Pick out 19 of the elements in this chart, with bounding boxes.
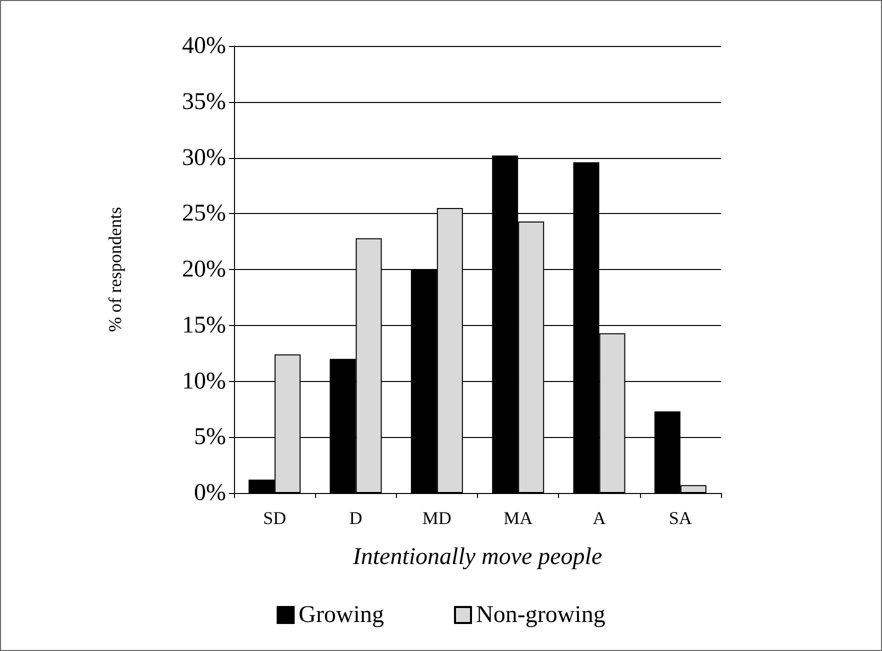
y-axis-title: % of respondents [105, 207, 125, 332]
y-tick-label: 25% [182, 200, 226, 227]
y-tick-label: 20% [182, 256, 226, 282]
legend-label: Non-growing [476, 602, 606, 628]
x-tick-label: SD [263, 508, 286, 528]
y-tick-label: 30% [182, 144, 226, 171]
x-axis-title: Intentionally move people [352, 544, 602, 570]
y-tick-label: 35% [182, 88, 226, 115]
legend-label: Growing [298, 602, 384, 628]
y-tick-label: 0% [194, 480, 226, 506]
y-tick-label: 5% [194, 424, 226, 450]
x-tick-label: MD [422, 508, 452, 528]
y-tick-label: 10% [182, 368, 226, 394]
x-tick-label: D [349, 508, 362, 528]
x-tick-label: A [592, 508, 606, 528]
y-tick-label: 40% [182, 33, 226, 59]
x-tick-label: MA [504, 508, 533, 528]
x-tick-label: SA [668, 508, 692, 528]
y-tick-label: 15% [182, 312, 226, 338]
